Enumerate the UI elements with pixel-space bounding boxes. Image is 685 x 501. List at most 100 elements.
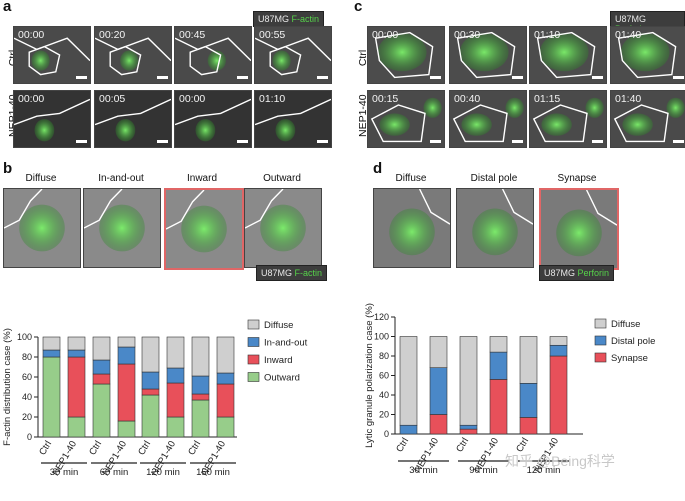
timestamp-label: 00:00: [18, 29, 45, 41]
timestamp-label: 00:40: [454, 93, 481, 105]
timestamp-label: 00:45: [179, 29, 206, 41]
micrograph-tile: 00:45: [174, 26, 252, 84]
scale-bar: [592, 76, 603, 79]
x-tick-label: Ctrl: [394, 436, 411, 454]
micrograph-tile: 00:30: [449, 26, 527, 84]
scale-bar: [512, 140, 523, 143]
group-label: 120 min: [527, 465, 561, 476]
bar-segment-synapse: [459, 428, 478, 435]
bar-segment-diffuse: [117, 336, 136, 348]
bar-segment-inward: [166, 382, 185, 418]
panel-d-caption: Distal pole: [470, 173, 518, 184]
scale-bar: [157, 76, 168, 79]
micrograph-tile: 00:00: [174, 90, 252, 148]
micrograph-tile: 01:40: [610, 90, 685, 148]
y-tick-label: 40: [379, 390, 389, 400]
bar-segment-in-and-out: [216, 372, 235, 385]
bar-segment-inward: [141, 388, 160, 396]
bar-segment-distal-pole: [399, 424, 418, 435]
timestamp-label: 00:30: [454, 29, 481, 41]
x-tick-label: Ctrl: [454, 436, 471, 454]
scale-bar: [237, 76, 248, 79]
bar-segment-diffuse: [399, 336, 418, 426]
micrograph-tile: [83, 188, 161, 268]
bar-segment-outward: [216, 416, 235, 438]
bar-segment-outward: [166, 416, 185, 438]
bar-segment-distal-pole: [459, 424, 478, 430]
timestamp-label: 00:00: [18, 93, 45, 105]
badge-stain: F-actin: [294, 268, 323, 278]
bar-segment-diffuse: [92, 336, 111, 361]
y-axis-label: F-actin distribution case (%): [2, 328, 13, 446]
timestamp-label: 01:40: [615, 29, 642, 41]
timestamp-label: 00:05: [99, 93, 126, 105]
badge-cell-line: U87MG: [615, 14, 647, 24]
y-tick-label: 100: [374, 332, 389, 342]
micrograph-tile: [539, 188, 619, 270]
watermark: 知乎 @Being科学: [505, 453, 615, 469]
micrograph-tile: 01:10: [529, 26, 607, 84]
bar-segment-inward: [67, 356, 86, 418]
y-tick-label: 60: [379, 371, 389, 381]
legend-swatch: [247, 319, 260, 330]
bar-segment-diffuse: [459, 336, 478, 426]
panel-d-badge: U87MG Perforin: [539, 265, 615, 281]
y-tick-label: 0: [384, 429, 389, 439]
panel-b-label: b: [3, 160, 13, 177]
panel-a-badge: U87MG F-actin: [253, 11, 325, 27]
bar-segment-inward: [117, 363, 136, 422]
legend-label: Inward: [264, 355, 293, 366]
bar-segment-in-and-out: [141, 371, 160, 390]
micrograph-tile: 00:20: [94, 26, 172, 84]
timestamp-label: 00:00: [372, 29, 399, 41]
bar-segment-in-and-out: [67, 349, 86, 358]
y-tick-label: 40: [22, 392, 32, 402]
scale-bar: [512, 76, 523, 79]
legend-label: Diffuse: [264, 320, 293, 331]
micrograph-tile: 01:10: [254, 90, 332, 148]
bar-segment-distal-pole: [519, 383, 538, 418]
badge-stain: F-actin: [291, 14, 320, 24]
panel-b-badge: U87MG F-actin: [256, 265, 328, 281]
bar-segment-synapse: [489, 379, 508, 435]
bar-segment-outward: [191, 399, 210, 438]
bar-segment-outward: [42, 356, 61, 438]
legend-swatch: [594, 352, 607, 363]
micrograph-tile: 00:40: [449, 90, 527, 148]
legend-label: Outward: [264, 373, 300, 384]
timestamp-label: 00:20: [99, 29, 126, 41]
bar-segment-synapse: [519, 417, 538, 435]
bar-segment-distal-pole: [429, 367, 448, 415]
timestamp-label: 01:40: [615, 93, 642, 105]
bar-segment-in-and-out: [42, 349, 61, 358]
micrograph-tile: 00:00: [367, 26, 445, 84]
legend-swatch: [247, 354, 260, 365]
bar-segment-outward: [92, 383, 111, 438]
bar-segment-diffuse: [549, 336, 568, 346]
panel-b-caption: In-and-out: [98, 173, 144, 184]
bar-segment-in-and-out: [166, 367, 185, 384]
y-tick-label: 20: [379, 410, 389, 420]
micrograph-tile: [164, 188, 244, 270]
badge-cell-line: U87MG: [258, 14, 290, 24]
bar-segment-in-and-out: [117, 346, 136, 365]
panel-a-label: a: [3, 0, 12, 15]
bar-segment-synapse: [549, 355, 568, 435]
badge-stain: Perforin: [577, 268, 610, 278]
panel-b-caption: Diffuse: [25, 173, 57, 184]
micrograph-tile: 00:00: [13, 26, 91, 84]
legend-swatch: [247, 372, 260, 382]
panel-b-caption: Inward: [186, 173, 217, 184]
bar-segment-outward: [117, 420, 136, 438]
bar-segment-diffuse: [141, 336, 160, 373]
group-label: 150 min: [196, 467, 230, 478]
bar-segment-diffuse: [166, 336, 185, 369]
micrograph-tile: 00:05: [94, 90, 172, 148]
group-label: 30 min: [50, 467, 79, 478]
timestamp-label: 01:10: [259, 93, 286, 105]
scale-bar: [673, 76, 684, 79]
bar-segment-diffuse: [42, 336, 61, 351]
badge-cell-line: U87MG: [261, 268, 293, 278]
bar-segment-inward: [92, 373, 111, 385]
